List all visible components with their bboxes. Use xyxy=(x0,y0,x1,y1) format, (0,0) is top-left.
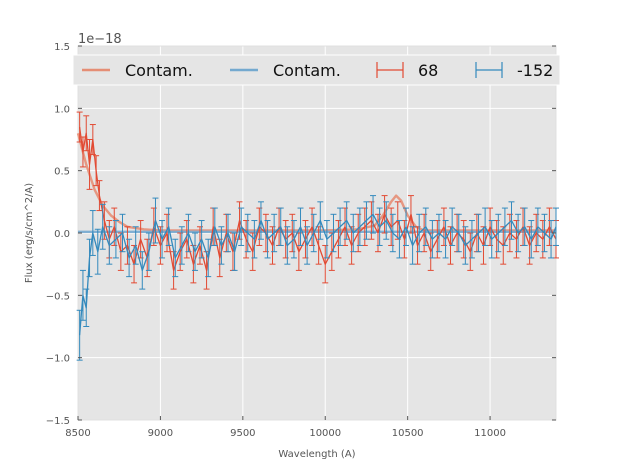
x-tick-label: 10500 xyxy=(392,428,424,439)
legend: Contam. Contam. 68 -152 xyxy=(72,54,561,86)
y-tick-label: 0.5 xyxy=(54,167,70,178)
y-axis-ticks: −1.5 −1.0 −0.5 0.0 0.5 1.0 1.5 xyxy=(46,42,556,427)
y-axis-label: Flux (erg/s/cm^2/A) xyxy=(24,183,35,283)
legend-box xyxy=(72,54,561,86)
y-offset-label: 1e−18 xyxy=(78,32,122,47)
data-series xyxy=(76,111,559,361)
series--152 xyxy=(76,195,559,361)
x-axis-ticks: 8500 9000 9500 10000 10500 11000 xyxy=(65,416,506,439)
legend-label: -152 xyxy=(517,61,553,80)
y-tick-label: −1.5 xyxy=(46,416,70,427)
x-tick-label: 9500 xyxy=(230,428,255,439)
x-axis-label: Wavelength (A) xyxy=(278,449,355,460)
legend-label: Contam. xyxy=(273,61,341,80)
y-tick-label: −1.0 xyxy=(46,354,70,365)
legend-label: Contam. xyxy=(125,61,193,80)
legend-label: 68 xyxy=(418,61,438,80)
y-tick-label: 1.5 xyxy=(54,42,70,53)
x-tick-label: 8500 xyxy=(65,428,90,439)
y-tick-label: 1.0 xyxy=(54,104,70,115)
x-tick-label: 10000 xyxy=(309,428,341,439)
x-tick-label: 11000 xyxy=(474,428,506,439)
x-tick-label: 9000 xyxy=(148,428,173,439)
y-tick-label: 0.0 xyxy=(54,229,70,240)
data-line xyxy=(78,213,557,336)
y-tick-label: −0.5 xyxy=(46,291,70,302)
